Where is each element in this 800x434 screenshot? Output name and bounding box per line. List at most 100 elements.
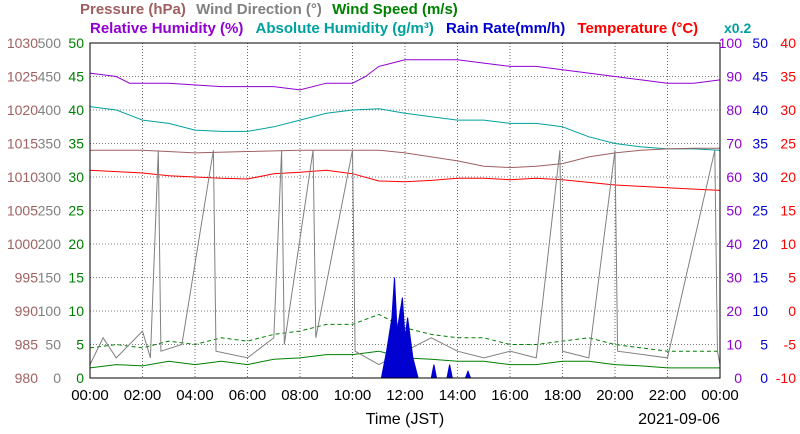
tick-label-wind-speed: 15 [68, 270, 84, 286]
tick-label-rain-rate: 5 [760, 337, 768, 353]
tick-label-rain-rate: 0 [760, 370, 768, 386]
legend-temperature: Temperature (°C) [577, 20, 699, 37]
legend-relative-humidity: Relative Humidity (%) [90, 20, 244, 37]
legend-wind-speed: Wind Speed (m/s) [332, 1, 458, 18]
tick-label-wind-direction: 200 [38, 236, 62, 252]
legend-wind-direction: Wind Direction (°) [196, 1, 322, 18]
legend-row-1: Pressure (hPa) Wind Direction (°) Wind S… [80, 1, 458, 18]
tick-label-rain-rate: 35 [752, 136, 768, 152]
tick-label-temperature: 40 [780, 35, 796, 51]
series-absolute-humidity-g-m [89, 106, 721, 151]
tick-label-rain-rate: 10 [752, 303, 768, 319]
tick-label-temperature: -5 [784, 337, 797, 353]
left-axes: 1030102510201015101010051000995990985980… [7, 35, 84, 386]
tick-label-pressure: 1025 [7, 69, 38, 85]
legend-row-2: Relative Humidity (%) Absolute Humidity … [90, 20, 698, 37]
tick-label-wind-speed: 40 [68, 102, 84, 118]
tick-label-pressure: 1015 [7, 136, 38, 152]
tick-label-pressure: 1005 [7, 203, 38, 219]
tick-label-rain-rate: 40 [752, 102, 768, 118]
tick-label-wind-direction: 500 [38, 35, 62, 51]
tick-label-wind-direction: 100 [38, 303, 62, 319]
tick-label-relative-humidity: 50 [726, 203, 742, 219]
plot-frame [89, 42, 721, 379]
x-tick-label: 14:00 [439, 387, 477, 404]
tick-label-pressure: 1020 [7, 102, 38, 118]
x-tick-label: 08:00 [281, 387, 319, 404]
tick-label-rain-rate: 25 [752, 203, 768, 219]
tick-label-wind-direction: 350 [38, 136, 62, 152]
series-wind-gust-m-s [89, 313, 720, 352]
tick-label-pressure: 1010 [7, 169, 38, 185]
tick-label-relative-humidity: 100 [719, 35, 743, 51]
legend-rain-rate: Rain Rate(mm/h) [446, 20, 566, 37]
tick-label-wind-speed: 35 [68, 136, 84, 152]
tick-label-pressure: 1030 [7, 35, 38, 51]
tick-label-wind-speed: 25 [68, 203, 84, 219]
tick-label-temperature: 25 [780, 136, 796, 152]
tick-label-rain-rate: 45 [752, 69, 768, 85]
tick-label-rain-rate: 30 [752, 169, 768, 185]
x-tick-label: 00:00 [71, 387, 109, 404]
tick-label-rain-rate: 50 [752, 35, 768, 51]
right-axes: 1009080706050403020100504540353025201510… [719, 35, 797, 386]
x-tick-label: 22:00 [649, 387, 687, 404]
x-tick-label: 16:00 [491, 387, 529, 404]
tick-label-temperature: 10 [780, 236, 796, 252]
tick-label-wind-direction: 250 [38, 203, 62, 219]
tick-label-wind-direction: 400 [38, 102, 62, 118]
tick-label-temperature: 0 [788, 303, 796, 319]
tick-label-temperature: 15 [780, 203, 796, 219]
tick-label-pressure: 985 [15, 337, 39, 353]
series-relative-humidity [89, 59, 721, 91]
tick-label-temperature: -10 [776, 370, 796, 386]
series-group [89, 59, 721, 379]
tick-label-wind-speed: 0 [76, 370, 84, 386]
tick-label-pressure: 990 [15, 303, 39, 319]
tick-label-temperature: 20 [780, 169, 796, 185]
x-axis-title: Time (JST) [366, 411, 445, 428]
tick-label-relative-humidity: 20 [726, 303, 742, 319]
tick-label-relative-humidity: 40 [726, 236, 742, 252]
tick-label-wind-speed: 45 [68, 69, 84, 85]
x-tick-label: 06:00 [229, 387, 267, 404]
tick-label-relative-humidity: 80 [726, 102, 742, 118]
tick-label-wind-direction: 450 [38, 69, 62, 85]
tick-label-relative-humidity: 0 [734, 370, 742, 386]
tick-label-pressure: 995 [15, 270, 39, 286]
tick-label-relative-humidity: 60 [726, 169, 742, 185]
tick-label-wind-speed: 10 [68, 303, 84, 319]
tick-label-wind-speed: 20 [68, 236, 84, 252]
x-tick-label: 00:00 [701, 387, 739, 404]
tick-label-temperature: 5 [788, 270, 796, 286]
x-tick-label: 02:00 [124, 387, 162, 404]
rain-scale-note: x0.2 [724, 20, 752, 36]
tick-label-wind-speed: 5 [76, 337, 84, 353]
tick-label-wind-speed: 50 [68, 35, 84, 51]
tick-label-relative-humidity: 10 [726, 337, 742, 353]
tick-label-wind-direction: 50 [45, 337, 61, 353]
legend-pressure: Pressure (hPa) [80, 1, 186, 18]
tick-label-relative-humidity: 90 [726, 69, 742, 85]
tick-label-rain-rate: 20 [752, 236, 768, 252]
tick-label-relative-humidity: 70 [726, 136, 742, 152]
x-tick-label: 10:00 [334, 387, 372, 404]
series-wind-direction [89, 150, 721, 366]
tick-label-temperature: 30 [780, 102, 796, 118]
tick-label-wind-direction: 0 [53, 370, 61, 386]
x-tick-label: 12:00 [386, 387, 424, 404]
tick-label-wind-speed: 30 [68, 169, 84, 185]
tick-label-rain-rate: 15 [752, 270, 768, 286]
chart-date: 2021-09-06 [638, 411, 720, 428]
tick-label-relative-humidity: 30 [726, 270, 742, 286]
tick-label-pressure: 980 [15, 370, 39, 386]
series-pressure-hpa [90, 147, 720, 169]
x-tick-label: 04:00 [176, 387, 214, 404]
tick-label-wind-direction: 300 [38, 169, 62, 185]
legend-absolute-humidity: Absolute Humidity (g/m³) [255, 20, 434, 37]
x-tick-label: 20:00 [596, 387, 634, 404]
tick-label-temperature: 35 [780, 69, 796, 85]
x-axis: 00:00 02:00 04:00 06:00 08:00 10:00 12:00 14:00… [71, 387, 739, 404]
tick-label-wind-direction: 150 [38, 270, 62, 286]
